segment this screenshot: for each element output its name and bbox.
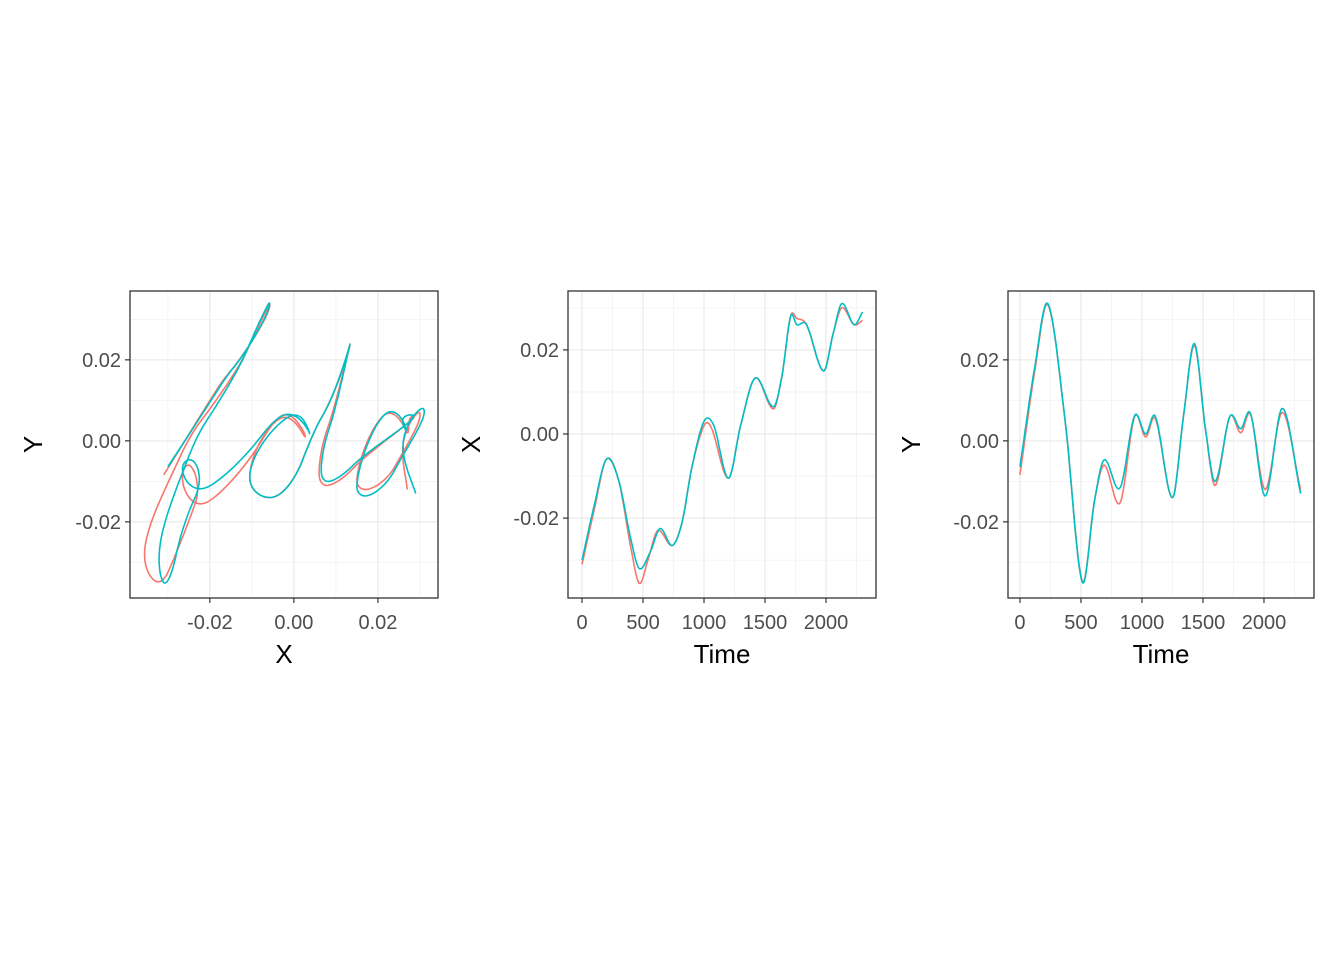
x-tick-label: 1500: [1181, 612, 1226, 634]
panel-1: -0.02 0.00 0.02 -0.02 0.00 0.02 X Y: [18, 290, 439, 669]
x-axis-title: Time: [694, 639, 751, 669]
x-tick-label: 0: [1014, 612, 1025, 634]
x-tick-label: 500: [1064, 612, 1097, 634]
x-axis-title: X: [275, 639, 292, 669]
y-tick-label: 0.00: [520, 424, 559, 446]
x-tick-label: 1000: [1120, 612, 1165, 634]
panel-2: 0 500 1000 1500 2000 -0.02 0.00 0.02 Time X: [456, 290, 877, 669]
panel-background: [130, 291, 438, 598]
panel-3: 0 500 1000 1500 2000 -0.02 0.00 0.02 Time Y: [896, 290, 1315, 669]
series-line-cyan: [581, 302, 864, 570]
x-tick-label: 1500: [743, 612, 788, 634]
y-tick-label: -0.02: [75, 512, 121, 534]
panel-border: [129, 290, 439, 599]
x-tick-label: -0.02: [187, 612, 233, 634]
y-axis-title: Y: [18, 436, 48, 453]
y-axis-title: X: [456, 436, 486, 453]
y-tick-label: 0.02: [82, 350, 121, 372]
x-tick-label: 2000: [804, 612, 849, 634]
panel-border: [1007, 290, 1315, 599]
y-tick-label: 0.00: [960, 431, 999, 453]
panel-border: [567, 290, 877, 599]
y-tick-label: -0.02: [513, 508, 559, 530]
x-tick-label: 500: [626, 612, 659, 634]
y-tick-label: 0.02: [520, 340, 559, 362]
x-tick-label: 0: [576, 612, 587, 634]
panel-background: [568, 291, 876, 598]
series-line-red: [143, 303, 421, 583]
x-tick-label: 2000: [1242, 612, 1287, 634]
y-tick-label: 0.00: [82, 431, 121, 453]
x-tick-label: 0.00: [274, 612, 313, 634]
x-tick-label: 1000: [682, 612, 727, 634]
series-line-cyan: [1019, 302, 1302, 584]
x-axis-title: Time: [1133, 639, 1190, 669]
y-tick-label: 0.02: [960, 350, 999, 372]
y-tick-label: -0.02: [953, 512, 999, 534]
y-axis-title: Y: [896, 436, 926, 453]
series-line-cyan: [158, 302, 425, 584]
x-tick-label: 0.02: [358, 612, 397, 634]
